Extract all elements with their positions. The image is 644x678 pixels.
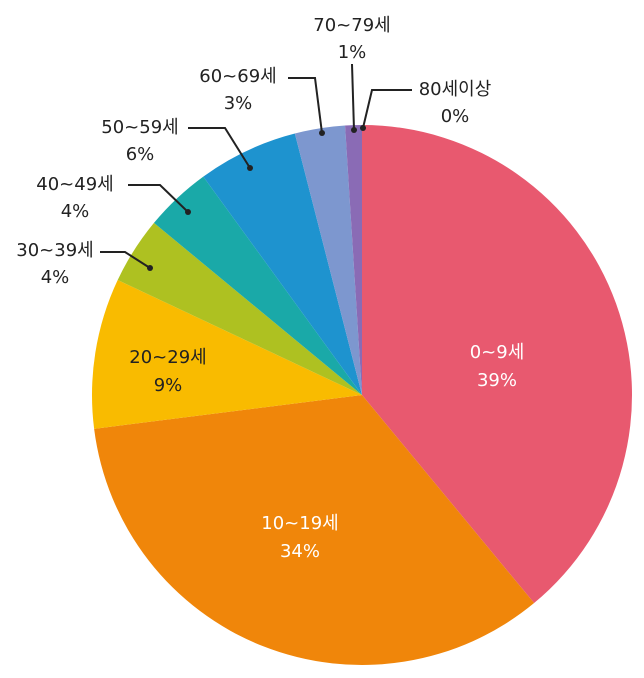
slice-label: 70~79세 [313,15,390,36]
slice-label: 60~69세 [199,66,276,87]
leader-dot [147,265,153,271]
leader-dot [351,127,357,133]
pie-slice [203,133,362,395]
leader-dot [319,130,325,136]
pie-slice [345,125,362,395]
pie-slice [362,125,632,604]
leader-line [288,77,323,134]
leader-line [362,89,412,129]
pie-slice [153,176,362,395]
slice-value-label: 6% [126,144,155,165]
pie-slice [91,280,362,429]
slice-value-label: 0% [441,106,470,127]
slice-label: 50~59세 [101,117,178,138]
leader-line [128,184,189,213]
slice-label: 20~29세 [129,347,206,368]
slice-value-label: 9% [154,375,183,396]
leader-dot [247,165,253,171]
slice-label: 30~39세 [16,240,93,261]
slice-value-label: 4% [61,201,90,222]
leader-line [100,251,151,269]
pie-slice [94,395,535,665]
pie-slice [294,125,362,396]
slice-value-label: 39% [477,370,517,391]
leader-line [351,63,355,131]
leader-line [188,127,251,169]
slice-label: 0~9세 [470,342,525,363]
slice-value-label: 4% [41,267,70,288]
slice-label: 10~19세 [261,513,338,534]
leader-dot [360,125,366,131]
pie-slice [117,222,363,395]
slice-label: 40~49세 [36,174,113,195]
leader-dot [185,209,191,215]
slice-value-label: 1% [338,42,367,63]
slice-value-label: 3% [224,93,253,114]
slice-value-label: 34% [280,541,320,562]
slice-label: 80세이상 [419,79,492,100]
